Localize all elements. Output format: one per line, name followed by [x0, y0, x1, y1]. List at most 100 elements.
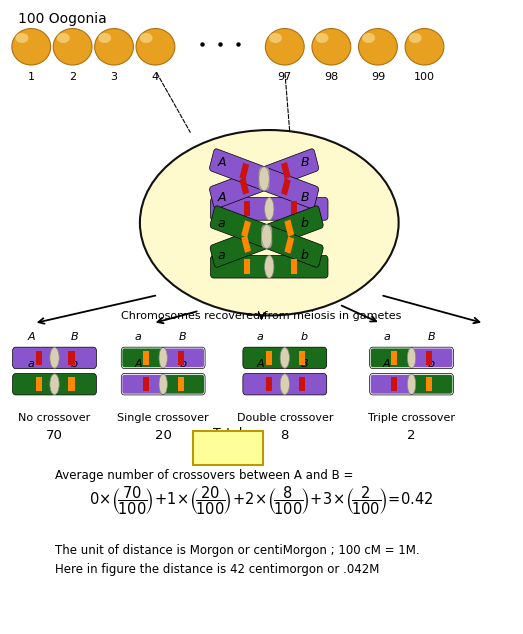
Bar: [299, 351, 305, 365]
Bar: [36, 351, 42, 365]
Ellipse shape: [408, 33, 422, 43]
Ellipse shape: [259, 167, 269, 190]
Text: A: A: [383, 359, 391, 368]
Ellipse shape: [362, 33, 375, 43]
Bar: [391, 351, 397, 365]
FancyBboxPatch shape: [122, 375, 165, 394]
Ellipse shape: [315, 33, 328, 43]
FancyBboxPatch shape: [410, 375, 452, 394]
FancyBboxPatch shape: [371, 349, 414, 367]
Ellipse shape: [312, 29, 351, 65]
Ellipse shape: [407, 374, 416, 394]
Text: B: B: [300, 156, 309, 169]
Text: a: a: [256, 332, 264, 342]
Ellipse shape: [280, 374, 289, 394]
Ellipse shape: [50, 347, 59, 368]
Bar: [291, 259, 297, 275]
Text: 3: 3: [110, 72, 118, 82]
FancyBboxPatch shape: [13, 373, 96, 395]
Bar: [241, 236, 251, 253]
Text: A: A: [256, 359, 264, 368]
Text: 97: 97: [278, 72, 292, 82]
Bar: [285, 236, 294, 254]
Text: Here in figure the distance is 42 centimorgon or .042M: Here in figure the distance is 42 centim…: [54, 564, 379, 576]
Bar: [299, 377, 305, 391]
Bar: [391, 377, 397, 391]
FancyBboxPatch shape: [161, 349, 204, 367]
Text: Single crossover: Single crossover: [117, 413, 209, 422]
Text: A: A: [27, 332, 35, 342]
Bar: [241, 220, 251, 238]
Bar: [69, 351, 75, 365]
Bar: [266, 377, 272, 391]
Bar: [281, 162, 291, 179]
Ellipse shape: [12, 29, 51, 65]
Text: 20: 20: [155, 429, 172, 442]
Ellipse shape: [265, 256, 274, 278]
Ellipse shape: [159, 347, 167, 368]
Bar: [240, 178, 249, 195]
Bar: [244, 202, 250, 216]
Bar: [143, 351, 149, 365]
Ellipse shape: [265, 29, 304, 65]
Ellipse shape: [136, 29, 175, 65]
Ellipse shape: [95, 29, 133, 65]
Text: 100 Oogonia: 100 Oogonia: [18, 12, 107, 26]
Ellipse shape: [265, 198, 274, 220]
FancyBboxPatch shape: [211, 198, 328, 220]
Text: b: b: [300, 217, 308, 230]
Ellipse shape: [140, 130, 399, 316]
Text: 98: 98: [324, 72, 338, 82]
Ellipse shape: [57, 33, 70, 43]
Text: a: a: [383, 332, 390, 342]
Ellipse shape: [269, 33, 282, 43]
FancyBboxPatch shape: [161, 375, 204, 394]
Text: 1: 1: [28, 72, 35, 82]
Ellipse shape: [262, 225, 272, 248]
FancyBboxPatch shape: [211, 256, 328, 278]
Ellipse shape: [53, 29, 92, 65]
Text: b: b: [301, 332, 308, 342]
Ellipse shape: [280, 347, 289, 368]
Ellipse shape: [140, 33, 153, 43]
Bar: [69, 377, 75, 391]
Ellipse shape: [405, 29, 444, 65]
Bar: [36, 377, 42, 391]
Text: Chromosomes recovered from meiosis in gametes: Chromosomes recovered from meiosis in ga…: [121, 311, 402, 321]
Text: Double crossover: Double crossover: [236, 413, 333, 422]
Bar: [177, 377, 184, 391]
Text: $0\!\times\!\left(\!\dfrac{70}{100}\!\right)\!+\!1\!\times\!\left(\!\dfrac{20}{1: $0\!\times\!\left(\!\dfrac{70}{100}\!\ri…: [89, 484, 434, 517]
Ellipse shape: [16, 33, 28, 43]
Text: B: B: [71, 332, 78, 342]
FancyBboxPatch shape: [13, 347, 96, 368]
Text: a: a: [28, 359, 35, 368]
Bar: [240, 163, 249, 180]
Bar: [281, 178, 291, 195]
Text: Triple crossover: Triple crossover: [368, 413, 455, 422]
Bar: [291, 202, 297, 216]
Text: 99: 99: [371, 72, 385, 82]
FancyBboxPatch shape: [210, 206, 323, 268]
Text: a: a: [135, 332, 142, 342]
Text: B: B: [427, 332, 435, 342]
Ellipse shape: [50, 374, 59, 394]
Text: b: b: [71, 359, 78, 368]
Ellipse shape: [262, 225, 272, 248]
Bar: [143, 377, 149, 391]
Text: A: A: [218, 191, 226, 204]
FancyBboxPatch shape: [410, 349, 452, 367]
Text: b: b: [300, 249, 308, 262]
FancyBboxPatch shape: [210, 206, 323, 268]
FancyBboxPatch shape: [371, 375, 414, 394]
Ellipse shape: [359, 29, 397, 65]
Text: 4: 4: [152, 72, 159, 82]
Text: A: A: [134, 359, 142, 368]
Text: A: A: [218, 156, 226, 169]
Bar: [426, 351, 432, 365]
Ellipse shape: [259, 167, 269, 191]
Bar: [244, 259, 250, 275]
Text: Average number of crossovers between A and B =: Average number of crossovers between A a…: [54, 469, 353, 482]
Text: B: B: [301, 359, 308, 368]
Ellipse shape: [262, 224, 272, 249]
Text: 2: 2: [407, 429, 416, 442]
